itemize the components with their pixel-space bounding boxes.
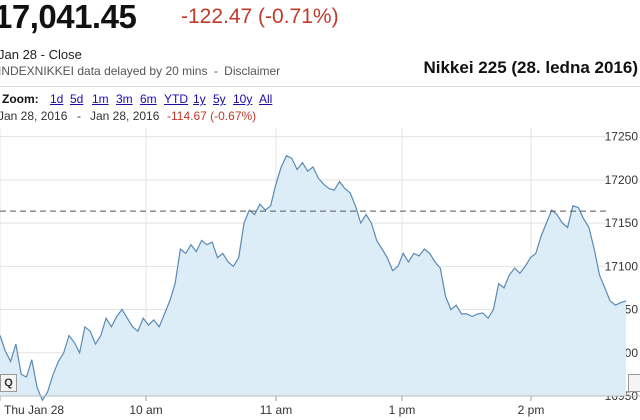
price-change: -122.47 (-0.71%) <box>181 5 339 28</box>
quote-header: 17,041.45 -122.47 (-0.71%) Jan 28 - Clos… <box>0 0 640 90</box>
y-tick-label: 17200 <box>605 173 639 187</box>
scroll-right-button[interactable] <box>628 374 640 392</box>
x-tick-label: 11 am <box>260 403 292 417</box>
x-tick-label: Thu Jan 28 <box>4 403 64 417</box>
zoom-option-all[interactable]: All <box>259 92 273 106</box>
zoom-option-ytd[interactable]: YTD <box>164 92 188 106</box>
chart-caption: Nikkei 225 (28. ledna 2016) <box>423 58 638 77</box>
range-start-date[interactable]: Jan 28, 2016 <box>0 109 68 123</box>
delay-text: data delayed by 20 mins <box>77 64 208 78</box>
y-tick-label: 17150 <box>605 216 639 230</box>
y-tick-label: 17250 <box>605 130 639 144</box>
range-dash: - <box>77 109 81 123</box>
range-change: -114.67 (-0.67%) <box>167 109 257 123</box>
disclaimer-link[interactable]: Disclaimer <box>224 64 281 78</box>
range-end-date[interactable]: Jan 28, 2016 <box>90 109 160 123</box>
date-close-label: Jan 28 - Close <box>0 47 82 62</box>
zoom-option-1m[interactable]: 1m <box>92 92 109 106</box>
intraday-chart[interactable]: 16950170001705017100171501720017250Thu J… <box>0 128 640 420</box>
x-tick-label: 10 am <box>129 403 162 417</box>
symbol-label: INDEXNIKKEI <box>0 64 75 78</box>
price-area <box>0 155 626 401</box>
zoom-option-6m[interactable]: 6m <box>140 92 157 106</box>
index-price: 17,041.45 <box>0 0 137 35</box>
zoom-out-button[interactable]: Q <box>0 374 17 392</box>
zoom-option-3m[interactable]: 3m <box>116 92 133 106</box>
delay-separator: - <box>213 64 218 78</box>
zoom-option-1y[interactable]: 1y <box>193 92 206 106</box>
zoom-option-10y[interactable]: 10y <box>233 92 253 106</box>
price-line <box>0 154 627 402</box>
delay-notice: INDEXNIKKEI data delayed by 20 mins - Di… <box>0 64 280 78</box>
zoom-option-5d[interactable]: 5d <box>70 92 84 106</box>
y-tick-label: 17100 <box>605 259 639 273</box>
x-tick-label: 2 pm <box>518 403 545 417</box>
x-tick-label: 1 pm <box>389 403 416 417</box>
zoom-label: Zoom: <box>2 92 39 106</box>
header-divider <box>0 86 640 87</box>
zoom-option-5y[interactable]: 5y <box>213 92 226 106</box>
zoom-option-1d[interactable]: 1d <box>50 92 64 106</box>
